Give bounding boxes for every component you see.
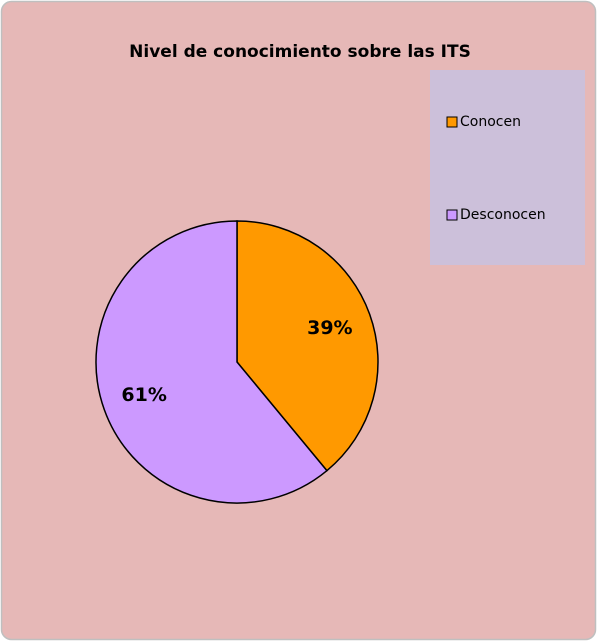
chart-title: Nivel de conocimiento sobre las ITS (129, 42, 471, 62)
legend-label: Desconocen (460, 207, 546, 223)
data-label: 61% (121, 384, 166, 406)
pie-slice (236, 220, 379, 472)
data-label: 39% (307, 317, 352, 339)
legend-swatch (446, 209, 458, 221)
legend-box (430, 70, 585, 265)
legend-swatch (446, 116, 458, 128)
legend-label: Conocen (460, 114, 521, 130)
pie-slice (95, 220, 328, 504)
